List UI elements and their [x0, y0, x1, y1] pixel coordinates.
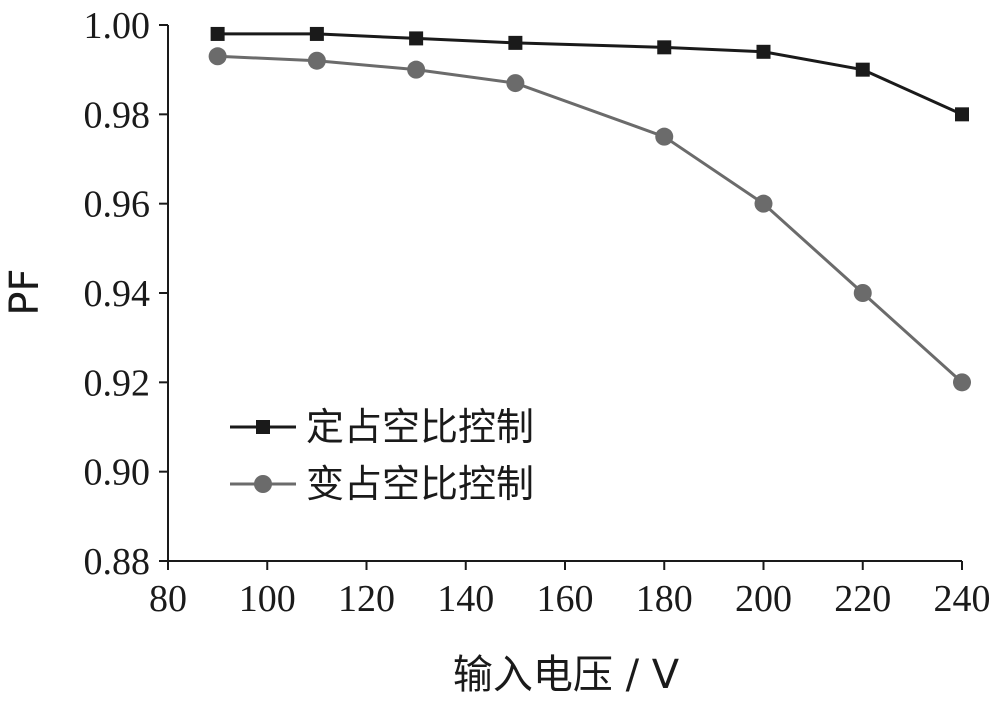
series-2-point — [853, 284, 872, 302]
y-tick-label: 1.00 — [84, 5, 151, 47]
y-tick-label: 0.92 — [84, 362, 151, 404]
x-tick-label: 140 — [437, 578, 494, 620]
series-1-point — [657, 40, 672, 55]
series-2-point — [506, 74, 525, 93]
series-1-point — [955, 107, 969, 122]
y-tick-label: 0.88 — [84, 541, 151, 583]
y-tick-label: 0.90 — [84, 452, 151, 494]
series-1-point — [309, 26, 324, 41]
x-axis-title: 输入电压 / V — [453, 652, 680, 698]
x-tick-label: 220 — [834, 578, 891, 620]
series-1-point — [210, 26, 225, 41]
series-2-point — [307, 51, 326, 70]
x-tick-label: 80 — [149, 578, 187, 620]
series-2-point — [208, 47, 227, 66]
legend-label-2: 变占空比控制 — [306, 462, 534, 506]
series-2-point — [953, 373, 971, 392]
legend-marker-1 — [256, 420, 270, 434]
series-layer — [208, 26, 971, 392]
x-tick-label: 240 — [934, 578, 991, 620]
y-tick-label: 0.94 — [84, 273, 151, 315]
y-axis-title: PF — [2, 268, 48, 315]
series-2-point — [754, 194, 773, 213]
series-line-1 — [217, 32, 963, 116]
x-tick-label: 200 — [735, 578, 792, 620]
axes: 0.88 0.90 0.92 0.94 0.96 0.98 1.00 80 100 120 140 1… — [84, 5, 991, 620]
x-tick-label: 100 — [239, 578, 296, 620]
x-tick-label: 120 — [338, 578, 395, 620]
series-line-2 — [217, 54, 964, 384]
x-tick-label: 160 — [537, 578, 594, 620]
legend-label-1: 定占空比控制 — [306, 405, 534, 449]
series-2-point — [655, 127, 674, 146]
legend-marker-2 — [254, 475, 272, 493]
x-tick-label: 180 — [636, 578, 693, 620]
series-1-point — [756, 44, 771, 59]
series-1-point — [409, 31, 424, 46]
series-2-point — [407, 60, 426, 79]
series-1-point — [855, 62, 870, 77]
y-tick-label: 0.96 — [84, 184, 151, 226]
series-1-point — [508, 35, 523, 50]
y-tick-label: 0.98 — [84, 94, 151, 136]
